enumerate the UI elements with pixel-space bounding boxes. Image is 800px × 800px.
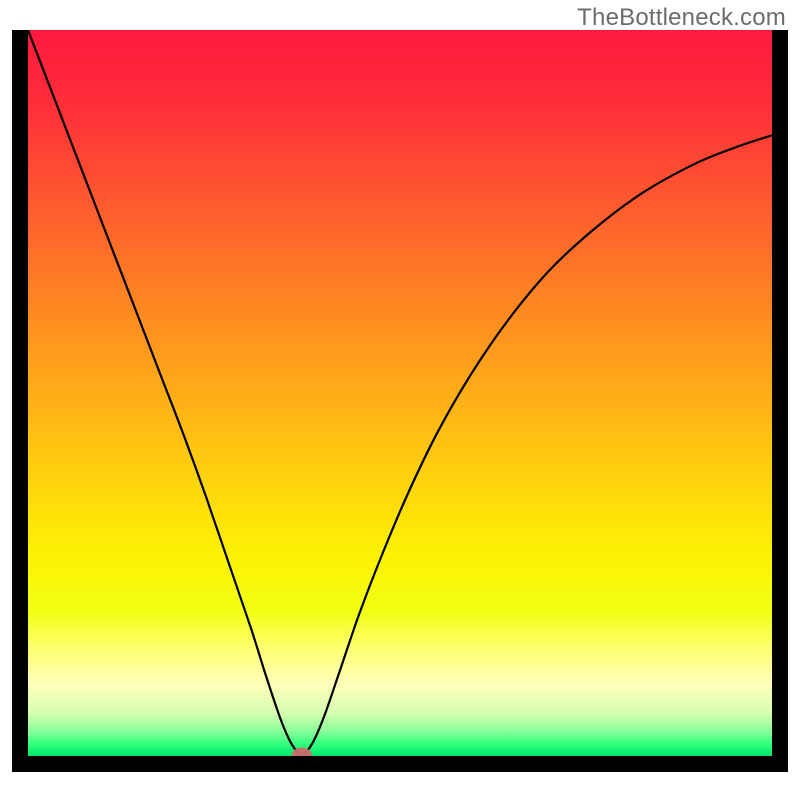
watermark-text: TheBottleneck.com (577, 4, 786, 32)
plot-frame (12, 30, 788, 772)
plot-area (28, 30, 772, 756)
bottleneck-curve (28, 30, 772, 756)
chart-container: TheBottleneck.com (0, 0, 800, 800)
